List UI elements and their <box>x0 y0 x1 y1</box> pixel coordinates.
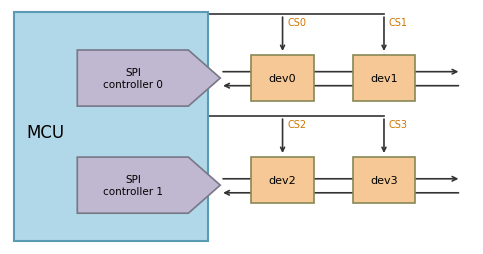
FancyBboxPatch shape <box>353 56 415 102</box>
FancyBboxPatch shape <box>14 13 208 241</box>
FancyBboxPatch shape <box>353 157 415 203</box>
FancyBboxPatch shape <box>251 56 314 102</box>
Text: SPI
controller 1: SPI controller 1 <box>103 175 163 196</box>
Text: CS2: CS2 <box>287 119 307 129</box>
Polygon shape <box>77 51 220 107</box>
Text: CS1: CS1 <box>389 18 408 28</box>
Text: dev2: dev2 <box>269 175 297 185</box>
Text: dev0: dev0 <box>269 74 297 84</box>
Polygon shape <box>77 157 220 213</box>
Text: CS0: CS0 <box>287 18 306 28</box>
Text: CS3: CS3 <box>389 119 408 129</box>
Text: MCU: MCU <box>27 123 65 141</box>
FancyBboxPatch shape <box>251 157 314 203</box>
Text: dev1: dev1 <box>370 74 398 84</box>
Text: SPI
controller 0: SPI controller 0 <box>103 68 163 89</box>
Text: dev3: dev3 <box>370 175 398 185</box>
